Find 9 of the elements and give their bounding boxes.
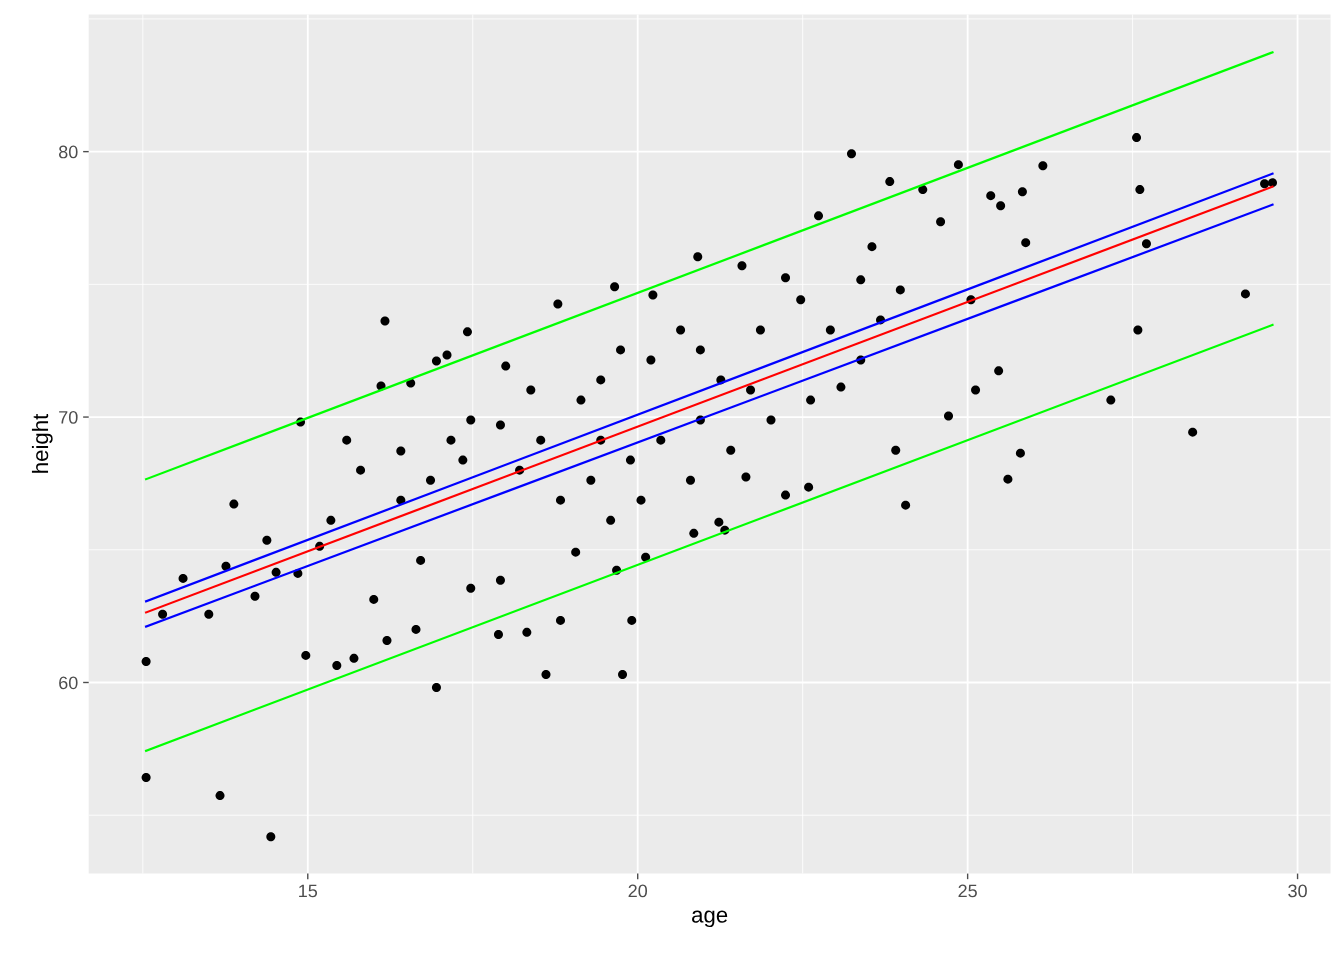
x-tick-label: 15 (299, 884, 318, 898)
x-tick-label: 30 (1288, 884, 1307, 898)
x-tick-label: 25 (958, 884, 977, 898)
y-tick-label: 70 (59, 410, 78, 424)
y-tick-label: 60 (59, 676, 78, 690)
y-axis-title: height (31, 413, 53, 473)
x-tick-label: 20 (628, 884, 648, 898)
x-axis-title: age (692, 910, 728, 928)
y-tick-label: 80 (58, 145, 78, 159)
